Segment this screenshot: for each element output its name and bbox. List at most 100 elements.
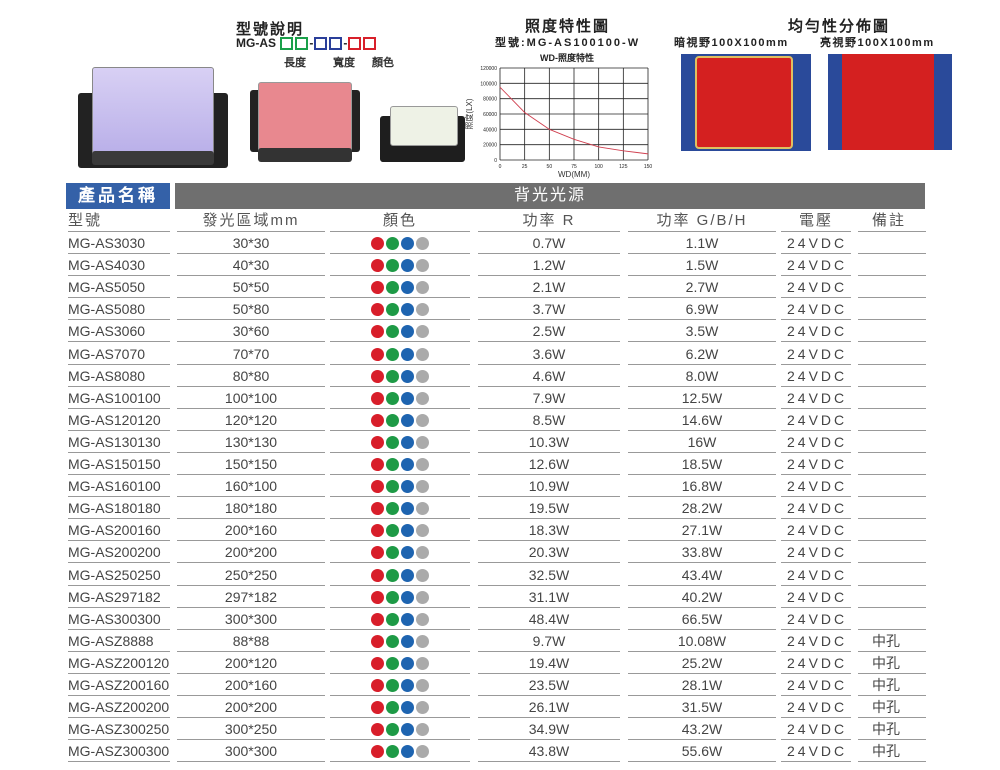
cell-power-r: 19.5W xyxy=(478,497,620,520)
table-row: MG-ASZ200160 200*160 23.5W 28.1W 24VDC 中孔 xyxy=(0,674,1000,696)
x-tick-label: 150 xyxy=(644,164,653,170)
cell-area: 50*80 xyxy=(177,298,325,321)
cell-power-r: 4.6W xyxy=(478,365,620,387)
color-dot-blue xyxy=(401,634,414,648)
table-row: MG-AS5080 50*80 3.7W 6.9W 24VDC xyxy=(0,298,1000,321)
cell-power-r: 48.4W xyxy=(478,608,620,630)
color-dot-white xyxy=(416,435,429,449)
table-row: MG-AS3060 30*60 2.5W 3.5W 24VDC xyxy=(0,320,1000,343)
cell-model: MG-ASZ200200 xyxy=(68,696,170,719)
cell-voltage: 24VDC xyxy=(781,320,851,343)
color-dot-red xyxy=(371,458,384,471)
cell-area: 297*182 xyxy=(177,586,325,608)
cell-colors xyxy=(330,276,470,299)
table-row: MG-AS200200 200*200 20.3W 33.8W 24VDC xyxy=(0,541,1000,564)
color-dot-white xyxy=(416,369,429,383)
dark-field-map xyxy=(681,54,811,151)
cell-colors xyxy=(330,586,470,608)
model-prefix: MG-AS xyxy=(236,36,276,50)
cell-power-r: 31.1W xyxy=(478,586,620,608)
cell-voltage: 24VDC xyxy=(781,475,851,498)
col-header-remark: 備註 xyxy=(858,210,926,232)
cell-power-r: 1.2W xyxy=(478,254,620,277)
cell-power-r: 10.3W xyxy=(478,431,620,453)
table-header-row: 型號 發光區域mm 顏色 功率 R 功率 G/B/H 電壓 備註 xyxy=(0,210,1000,232)
cell-power-gbh: 27.1W xyxy=(628,519,776,542)
cell-area: 200*200 xyxy=(177,541,325,564)
y-tick-label: 0 xyxy=(494,158,497,164)
cell-power-gbh: 31.5W xyxy=(628,696,776,719)
cell-area: 160*100 xyxy=(177,475,325,498)
color-dot-white xyxy=(416,502,429,516)
cell-voltage: 24VDC xyxy=(781,343,851,365)
color-dot-white xyxy=(416,656,429,670)
cell-remark xyxy=(858,519,926,542)
col-header-color: 顏色 xyxy=(330,210,470,232)
cell-model: MG-AS3030 xyxy=(68,232,170,254)
cell-power-gbh: 25.2W xyxy=(628,652,776,674)
color-dot-green xyxy=(386,281,399,295)
cell-power-r: 20.3W xyxy=(478,541,620,564)
color-dot-red xyxy=(371,612,384,626)
color-dot-green xyxy=(386,303,399,317)
table-row: MG-AS180180 180*180 19.5W 28.2W 24VDC xyxy=(0,497,1000,520)
color-dot-green xyxy=(386,413,399,427)
cell-power-r: 7.9W xyxy=(478,387,620,409)
cell-voltage: 24VDC xyxy=(781,254,851,277)
product-image-red xyxy=(250,82,360,164)
cell-model: MG-AS4030 xyxy=(68,254,170,277)
chart-caption: WD-照度特性 xyxy=(540,53,594,63)
cell-voltage: 24VDC xyxy=(781,652,851,674)
cell-power-r: 19.4W xyxy=(478,652,620,674)
cell-model: MG-AS3060 xyxy=(68,320,170,343)
y-tick-label: 60000 xyxy=(483,112,497,118)
col-header-model: 型號 xyxy=(68,210,170,232)
color-dot-red xyxy=(371,723,384,737)
color-dot-blue xyxy=(401,524,414,538)
color-dot-red xyxy=(371,480,384,494)
table-row: MG-AS8080 80*80 4.6W 8.0W 24VDC xyxy=(0,365,1000,387)
cell-power-gbh: 16W xyxy=(628,431,776,453)
cell-voltage: 24VDC xyxy=(781,541,851,564)
cell-power-r: 18.3W xyxy=(478,519,620,542)
color-dot-blue xyxy=(401,656,414,670)
cell-power-gbh: 1.5W xyxy=(628,254,776,277)
color-dot-white xyxy=(416,634,429,648)
cell-area: 80*80 xyxy=(177,365,325,387)
color-dot-white xyxy=(416,546,429,560)
uniformity-title: 均勻性分佈圖 xyxy=(788,18,891,35)
cell-power-r: 2.1W xyxy=(478,276,620,299)
cell-area: 120*120 xyxy=(177,409,325,431)
color-dot-red xyxy=(371,590,384,604)
color-dot-green xyxy=(386,480,399,494)
cell-colors xyxy=(330,564,470,586)
color-dot-green xyxy=(386,656,399,670)
table-row: MG-AS200160 200*160 18.3W 27.1W 24VDC xyxy=(0,519,1000,542)
table-row: MG-AS250250 250*250 32.5W 43.4W 24VDC xyxy=(0,564,1000,586)
color-dot-red xyxy=(371,568,384,582)
color-dot-green xyxy=(386,369,399,383)
cell-power-gbh: 55.6W xyxy=(628,740,776,763)
color-dot-green xyxy=(386,435,399,449)
color-dot-white xyxy=(416,237,429,250)
color-dot-white xyxy=(416,325,429,339)
model-legend-code: MG-AS -- xyxy=(236,36,377,51)
cell-colors xyxy=(330,652,470,674)
cell-area: 100*100 xyxy=(177,387,325,409)
color-dot-red xyxy=(371,502,384,516)
color-dot-red xyxy=(371,303,384,317)
color-dot-blue xyxy=(401,435,414,449)
cell-area: 180*180 xyxy=(177,497,325,520)
cell-colors xyxy=(330,254,470,277)
cell-colors xyxy=(330,519,470,542)
cell-remark xyxy=(858,343,926,365)
cell-power-gbh: 6.2W xyxy=(628,343,776,365)
cell-voltage: 24VDC xyxy=(781,740,851,763)
cell-voltage: 24VDC xyxy=(781,586,851,608)
color-dot-red xyxy=(371,524,384,538)
cell-colors xyxy=(330,365,470,387)
cell-model: MG-AS200160 xyxy=(68,519,170,542)
data-point xyxy=(524,112,526,113)
color-dot-white xyxy=(416,458,429,471)
cell-area: 150*150 xyxy=(177,453,325,475)
